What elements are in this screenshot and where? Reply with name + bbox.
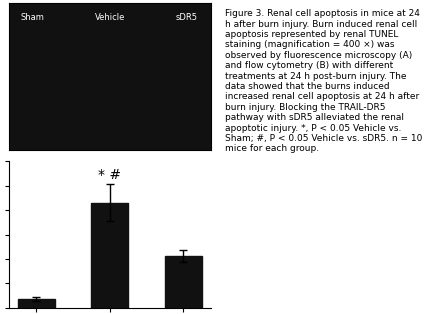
Text: Figure 3. Renal cell apoptosis in mice at 24 h after burn injury. Burn induced r: Figure 3. Renal cell apoptosis in mice a… — [225, 9, 422, 154]
Text: Vehicle: Vehicle — [95, 14, 125, 22]
Bar — [18, 299, 55, 308]
Bar — [165, 256, 202, 308]
Text: Sham: Sham — [21, 14, 45, 22]
Text: sDR5: sDR5 — [176, 14, 198, 22]
Bar — [92, 203, 128, 308]
Text: * #: * # — [98, 168, 122, 182]
